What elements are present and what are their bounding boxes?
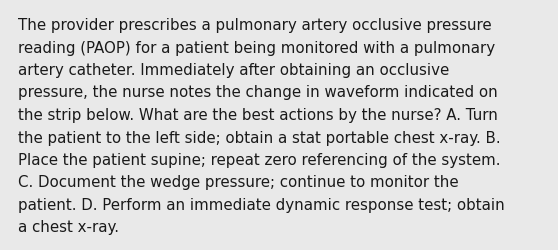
- Text: the strip below. What are the best actions by the nurse? A. Turn: the strip below. What are the best actio…: [18, 108, 498, 122]
- Text: the patient to the left side; obtain a stat portable chest x-ray. B.: the patient to the left side; obtain a s…: [18, 130, 501, 145]
- Text: artery catheter. Immediately after obtaining an occlusive: artery catheter. Immediately after obtai…: [18, 63, 449, 78]
- Text: C. Document the wedge pressure; continue to monitor the: C. Document the wedge pressure; continue…: [18, 175, 459, 190]
- Text: The provider prescribes a pulmonary artery occlusive pressure: The provider prescribes a pulmonary arte…: [18, 18, 492, 33]
- Text: reading (PAOP) for a patient being monitored with a pulmonary: reading (PAOP) for a patient being monit…: [18, 40, 495, 55]
- Text: a chest x-ray.: a chest x-ray.: [18, 220, 119, 234]
- Text: pressure, the nurse notes the change in waveform indicated on: pressure, the nurse notes the change in …: [18, 85, 498, 100]
- Text: patient. D. Perform an immediate dynamic response test; obtain: patient. D. Perform an immediate dynamic…: [18, 197, 505, 212]
- Text: Place the patient supine; repeat zero referencing of the system.: Place the patient supine; repeat zero re…: [18, 152, 501, 167]
